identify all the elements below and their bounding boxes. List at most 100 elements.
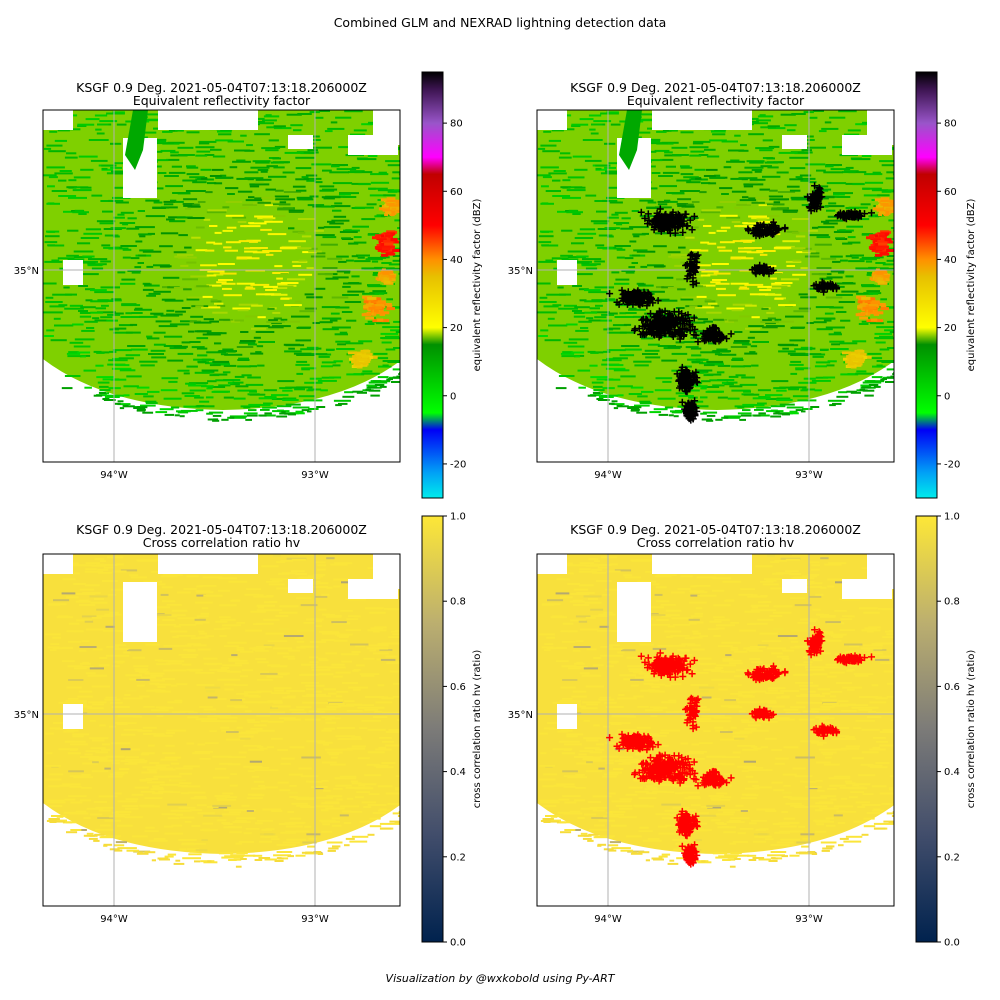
lightning-marker [662,320,670,328]
lightning-marker [680,382,688,390]
lightning-marker [814,728,821,736]
lightning-marker [670,215,678,223]
lightning-marker [663,215,671,223]
lightning-marker [672,216,680,224]
lightning-marker [637,295,645,303]
lightning-marker [666,320,674,328]
lightning-marker [669,663,677,671]
lightning-marker [670,318,678,326]
lightning-marker [828,725,836,733]
lightning-marker [686,321,694,329]
lightning-marker [649,321,657,329]
lightning-marker [759,265,767,273]
lightning-marker [650,766,658,774]
lightning-marker [682,376,690,384]
lightning-marker [646,326,654,334]
colorbar [915,515,938,943]
lightning-marker [633,739,641,747]
lightning-marker [686,327,694,334]
lightning-marker [637,299,645,307]
lightning-marker [680,217,688,225]
lightning-marker [815,729,823,737]
lightning-marker [684,413,692,421]
lightning-marker [635,300,643,308]
echo-band [125,110,148,170]
lightning-marker [669,219,677,227]
lightning-marker [684,854,692,862]
gridlines [43,554,400,906]
lightning-marker [686,849,694,857]
y-tick-label: 35°N [14,710,39,721]
lightning-marker [660,318,668,326]
lightning-marker [680,331,688,339]
lightning-marker [637,739,645,747]
x-tick-label: 94°W [100,470,128,481]
lightning-marker [656,765,663,772]
lightning-marker [814,192,822,200]
lightning-marker [756,221,764,229]
lightning-marker [662,773,670,781]
lightning-marker [664,666,671,674]
lightning-marker [760,221,768,229]
lightning-marker [683,817,691,824]
lightning-marker [652,318,660,326]
lightning-marker [641,767,649,775]
lightning-marker [675,308,683,316]
lightning-marker [712,769,720,777]
lightning-marker [826,280,834,288]
lightning-marker [835,211,843,219]
no-data-gap [348,579,398,599]
lightning-marker [763,263,770,271]
lightning-marker [703,330,711,338]
lightning-marker [704,772,712,780]
lightning-marker [664,662,672,669]
lightning-marker [654,214,662,222]
lightning-marker [655,222,663,230]
no-data-gap [842,135,892,155]
lightning-marker [632,742,640,750]
lightning-marker [781,668,789,676]
lightning-marker [650,217,657,225]
lightning-marker [650,661,657,669]
lightning-marker [659,761,667,769]
lightning-marker [708,329,716,337]
lightning-marker [622,296,630,304]
lightning-marker [685,380,693,388]
gridlines [537,554,894,906]
lightning-marker [678,384,686,392]
lightning-marker [646,296,654,303]
lightning-marker [635,290,643,298]
colorbar [915,71,938,499]
lightning-marker [861,210,868,218]
lightning-marker [653,328,661,336]
lightning-marker [685,409,693,417]
lightning-marker [662,215,670,223]
lightning-marker [763,263,770,271]
lightning-marker [687,847,695,855]
lightning-marker [663,659,671,667]
lightning-marker [670,760,678,768]
lightning-marker [624,744,631,752]
lightning-marker [826,724,834,732]
lightning-marker [807,638,815,646]
lightning-marker [815,285,822,293]
lightning-marker [713,774,721,782]
no-data-gap [288,135,313,149]
lightning-marker [682,820,690,828]
lightning-marker [765,669,773,677]
lightning-marker [662,760,670,768]
lightning-marker [683,260,691,268]
no-data-gap [652,554,752,574]
lightning-marker [656,205,664,213]
lightning-marker [662,667,670,675]
lightning-marker [678,664,686,672]
lightning-marker [758,673,766,681]
lightning-marker [829,282,837,290]
lightning-marker [812,724,820,732]
no-data-gap [842,579,892,599]
lightning-marker [668,314,676,322]
lightning-marker [817,189,825,197]
lightning-marker [671,326,679,334]
lightning-marker [811,643,819,650]
lightning-marker [814,188,821,196]
